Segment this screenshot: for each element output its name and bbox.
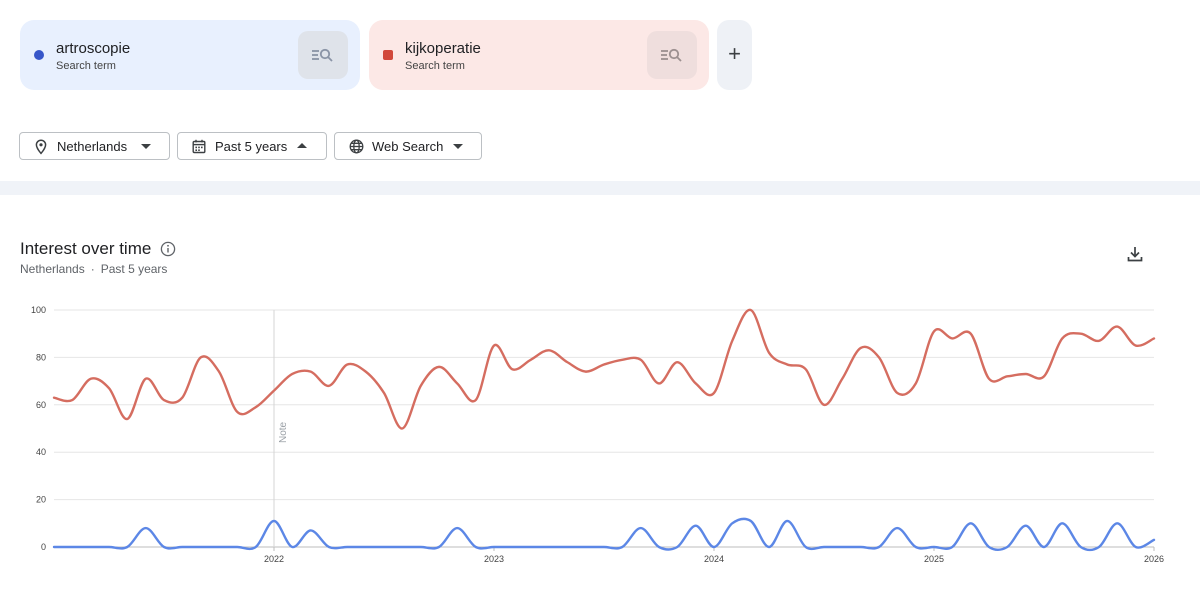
section-title: Interest over time xyxy=(20,239,152,258)
series-line-kijkoperatie xyxy=(52,308,1156,430)
x-tick-label: 2024 xyxy=(704,554,724,564)
info-icon[interactable] xyxy=(160,241,176,257)
chevron-down-icon xyxy=(141,144,151,149)
search-term-card-artroscopie[interactable]: artroscopie Search term xyxy=(20,20,360,90)
y-tick-label: 0 xyxy=(41,542,46,552)
x-tick-label: 2022 xyxy=(264,554,284,564)
region-filter-dropdown[interactable]: Netherlands xyxy=(19,132,170,160)
series-color-dot xyxy=(34,50,44,60)
subtitle-region: Netherlands xyxy=(20,262,85,276)
y-tick-label: 100 xyxy=(31,305,46,315)
search-term-explore-button[interactable] xyxy=(298,31,348,79)
add-comparison-button[interactable]: + xyxy=(717,20,752,90)
subtitle-separator: · xyxy=(90,262,95,276)
download-icon[interactable] xyxy=(1126,245,1144,263)
property-filter-dropdown[interactable]: Web Search xyxy=(334,132,482,160)
y-tick-label: 20 xyxy=(36,495,46,505)
subtitle-time: Past 5 years xyxy=(100,262,168,276)
y-tick-label: 40 xyxy=(36,447,46,457)
term-type-label: Search term xyxy=(56,60,116,72)
series-line-artroscopie xyxy=(52,517,1156,552)
search-list-icon xyxy=(312,48,333,62)
series-color-square xyxy=(383,50,393,60)
y-tick-label: 80 xyxy=(36,352,46,362)
region-filter-label: Netherlands xyxy=(57,139,128,154)
time-filter-label: Past 5 years xyxy=(215,139,288,154)
chevron-up-icon xyxy=(297,143,307,148)
search-term-explore-button[interactable] xyxy=(647,31,697,79)
x-tick-label: 2025 xyxy=(924,554,944,564)
globe-icon xyxy=(349,139,364,154)
search-list-icon xyxy=(661,48,682,62)
x-tick-label: 2023 xyxy=(484,554,504,564)
chevron-down-icon xyxy=(453,144,463,149)
section-divider xyxy=(0,181,1200,195)
calendar-icon xyxy=(192,139,206,154)
term-type-label: Search term xyxy=(405,60,465,72)
plus-icon: + xyxy=(728,41,741,66)
section-subtitle: Netherlands · Past 5 years xyxy=(20,262,167,276)
note-annotation-label: Note xyxy=(278,421,289,443)
term-name[interactable]: artroscopie xyxy=(56,40,131,57)
property-filter-label: Web Search xyxy=(372,139,444,154)
term-name[interactable]: kijkoperatie xyxy=(405,40,481,57)
interest-over-time-chart: 0 20 40 60 80 100 2022 2023 2024 2025 2026 Note xyxy=(31,305,1164,564)
x-tick-label: 2026 xyxy=(1144,554,1164,564)
search-term-card-kijkoperatie[interactable]: kijkoperatie Search term xyxy=(369,20,709,90)
location-pin-icon xyxy=(35,139,47,155)
y-tick-label: 60 xyxy=(36,400,46,410)
time-filter-dropdown[interactable]: Past 5 years xyxy=(177,132,327,160)
